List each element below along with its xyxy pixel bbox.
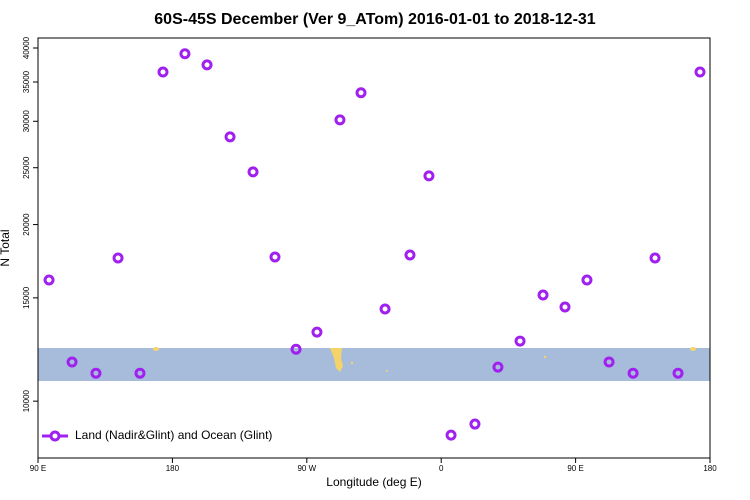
chart-title: 60S-45S December (Ver 9_ATom) 2016-01-01… (154, 11, 596, 28)
legend-label: Land (Nadir&Glint) and Ocean (Glint) (75, 428, 272, 442)
y-tick-label: 15000 (22, 286, 31, 309)
data-point (311, 326, 323, 338)
data-point (423, 170, 435, 182)
y-axis-label: N Total (0, 229, 12, 266)
data-point (112, 252, 124, 264)
data-point (134, 367, 146, 379)
data-point (581, 274, 593, 286)
x-tick-label: 180 (703, 464, 717, 473)
x-tick-label: 90 E (567, 464, 583, 473)
y-tick-label: 25000 (22, 156, 31, 179)
data-point (201, 59, 213, 71)
data-point (179, 48, 191, 60)
data-point (514, 335, 526, 347)
data-point (290, 343, 302, 355)
map-band (38, 347, 710, 381)
data-point (445, 429, 457, 441)
y-tick-label: 10000 (22, 389, 31, 412)
data-point (559, 301, 571, 313)
data-point (627, 367, 639, 379)
data-point (469, 418, 481, 430)
data-point (379, 303, 391, 315)
data-point (355, 87, 367, 99)
data-point (404, 249, 416, 261)
data-point (43, 274, 55, 286)
y-tick-label: 35000 (22, 70, 31, 93)
data-point (269, 251, 281, 263)
data-point (157, 66, 169, 78)
data-point (247, 166, 259, 178)
data-point (537, 289, 549, 301)
legend-marker (49, 430, 61, 442)
data-point (66, 356, 78, 368)
plot-frame (37, 37, 711, 459)
data-point (224, 131, 236, 143)
x-tick-label: 90 W (297, 464, 316, 473)
x-tick-label: 180 (166, 464, 180, 473)
data-point (90, 367, 102, 379)
data-point (334, 114, 346, 126)
y-tick-label: 20000 (22, 213, 31, 236)
x-tick-label: 90 E (30, 464, 46, 473)
data-point (672, 367, 684, 379)
y-tick-label: 30000 (22, 110, 31, 133)
data-point (603, 356, 615, 368)
data-point (694, 66, 706, 78)
data-point (649, 252, 661, 264)
y-tick-label: 40000 (22, 36, 31, 59)
x-tick-label: 0 (439, 464, 444, 473)
data-point (492, 361, 504, 373)
x-axis-label: Longitude (deg E) (326, 475, 421, 489)
